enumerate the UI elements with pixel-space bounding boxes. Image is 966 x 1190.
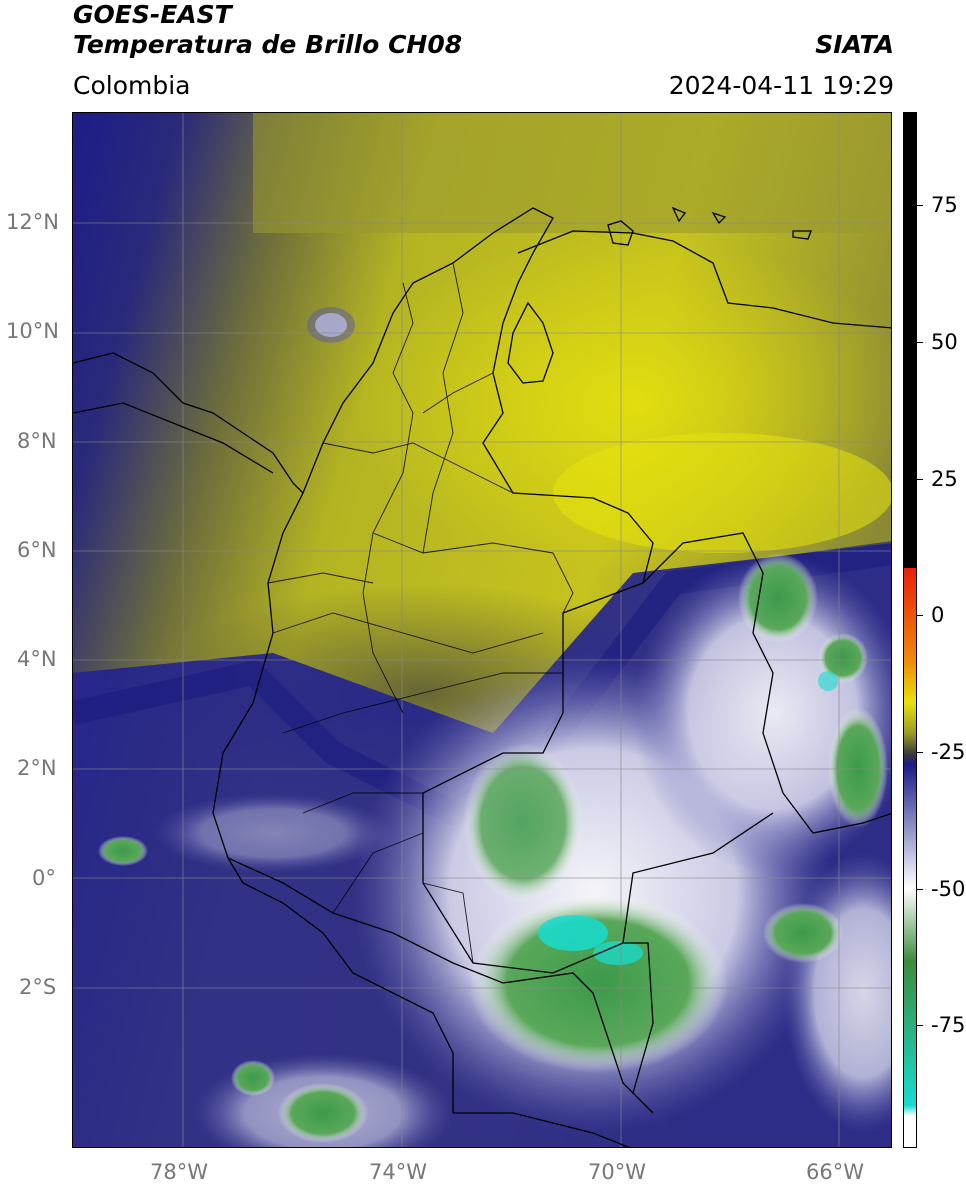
cold-top-east: [828, 708, 888, 828]
island-small-c: [792, 230, 812, 240]
warm-core-bright: [553, 433, 891, 553]
colorbar-tick: [917, 479, 923, 480]
convective-cell-halo: [307, 307, 355, 343]
colorbar-tick: [917, 205, 923, 206]
brazil-border: [622, 812, 774, 944]
colorbar-label: -50: [931, 877, 966, 901]
colorbar-label: 75: [931, 193, 958, 217]
source-label: SIATA: [815, 30, 894, 59]
lat-label: 4°N: [17, 647, 57, 671]
cold-top-pacific: [98, 836, 148, 866]
lon-label: 78°W: [150, 1160, 208, 1184]
lat-label: 10°N: [6, 319, 59, 343]
colorbar-tick: [917, 889, 923, 890]
cloud-field-northeast: [633, 553, 891, 873]
colombia-border: [212, 207, 654, 1114]
lon-label: 70°W: [588, 1160, 646, 1184]
venezuela-brazil-border: [642, 532, 891, 834]
product-title: GOES-EAST: [73, 0, 232, 29]
panama-coast-south: [73, 402, 274, 474]
cloud-field-west: [153, 793, 393, 873]
lake-maracaibo: [507, 301, 554, 384]
colorbar-tick: [917, 615, 923, 616]
lat-label: 0°: [32, 866, 56, 890]
brightness-temperature-map: [73, 113, 891, 1147]
ecuador-border: [227, 857, 454, 1113]
lat-label: 2°N: [17, 756, 57, 780]
lat-label: 8°N: [17, 429, 57, 453]
colorbar-label: 25: [931, 467, 958, 491]
colorbar-label: 0: [931, 603, 945, 627]
colorbar: [903, 112, 917, 1148]
cold-top-central: [463, 743, 583, 903]
coldest-core-c: [818, 671, 838, 691]
colorbar-label: -75: [931, 1013, 966, 1037]
coldest-core-a: [538, 915, 608, 951]
island-aruba-curacao: [607, 220, 634, 246]
cold-top-northeast: [738, 553, 818, 643]
panama-coast: [73, 352, 304, 494]
venezuela-coast: [517, 230, 891, 329]
colorbar-tick: [917, 752, 923, 753]
upper-olive-band: [253, 113, 891, 233]
lat-label: 12°N: [6, 210, 59, 234]
island-small-a: [671, 206, 687, 223]
cold-top-southeast: [763, 903, 843, 963]
graticule: [73, 113, 891, 1147]
lon-label: 66°W: [806, 1160, 864, 1184]
colorbar-label: 50: [931, 330, 958, 354]
region-label: Colombia: [73, 71, 191, 100]
lon-label: 74°W: [369, 1160, 427, 1184]
lat-label: 6°N: [17, 538, 57, 562]
channel-title: Temperatura de Brillo CH08: [73, 30, 463, 59]
cold-top-south: [468, 893, 728, 1073]
department-borders: [267, 262, 574, 964]
datetime-label: 2024-04-11 19:29: [668, 71, 894, 100]
cold-top-pacific-south: [231, 1060, 275, 1096]
cold-top-east-small: [818, 633, 868, 683]
colorbar-label: -25: [931, 740, 966, 764]
colorbar-tick: [917, 1025, 923, 1026]
peru-border: [453, 1112, 630, 1147]
lat-label: 2°S: [19, 975, 57, 999]
coldest-core-b: [593, 941, 643, 965]
map-panel: [72, 112, 892, 1148]
colorbar-tick: [917, 342, 923, 343]
island-small-b: [711, 211, 727, 225]
cold-top-southwest: [278, 1083, 368, 1143]
borders: [73, 206, 891, 1147]
